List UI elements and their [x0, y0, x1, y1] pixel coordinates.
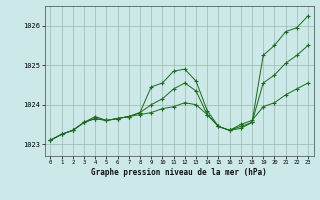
- X-axis label: Graphe pression niveau de la mer (hPa): Graphe pression niveau de la mer (hPa): [91, 168, 267, 177]
